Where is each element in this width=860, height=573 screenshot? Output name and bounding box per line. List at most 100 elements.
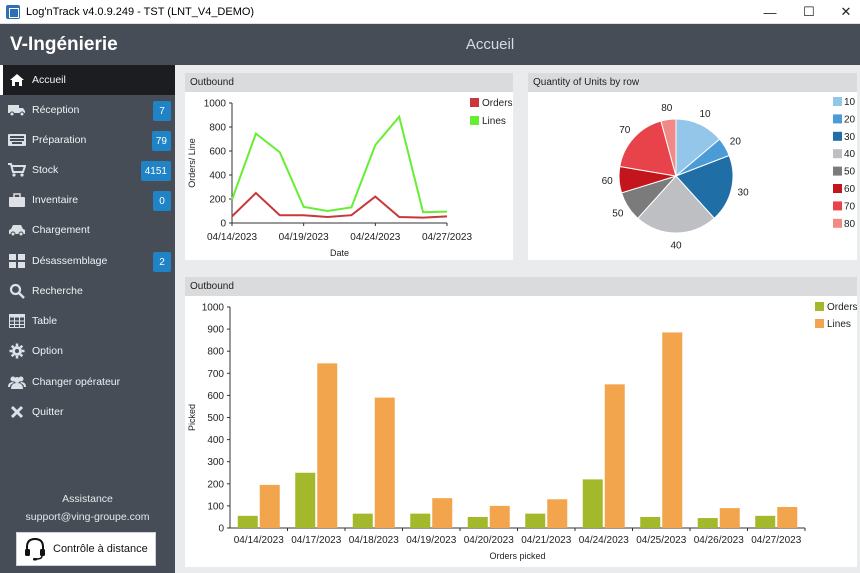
sidebar-item-preparation[interactable]: Préparation 79 — [0, 125, 175, 155]
window-titlebar: Log'nTrack v4.0.9.249 - TST (LNT_V4_DEMO… — [0, 0, 860, 24]
count-badge: 0 — [153, 191, 171, 211]
series-line-orders — [231, 191, 448, 219]
legend-swatch — [833, 184, 842, 193]
pie-label: 10 — [699, 109, 711, 120]
legend-swatch — [833, 114, 842, 124]
sidebar-item-label: Chargement — [32, 224, 90, 236]
x-tick-label: 04/19/2023 — [279, 232, 329, 243]
cart-icon — [8, 162, 26, 178]
gear-icon — [8, 343, 26, 359]
bar-chart: 0 100 200 300 400 500 600 700 800 900 1000 04/14/20… — [187, 302, 858, 561]
y-tick-label: 900 — [207, 325, 224, 336]
legend-label: Orders — [482, 98, 513, 109]
sidebar-item-label: Changer opérateur — [32, 376, 121, 388]
legend-swatch — [833, 97, 842, 106]
pie-chart-panel: Quantity of Units by row 10 10 20 20 30 30 40 4… — [528, 73, 857, 260]
bar-orders — [582, 479, 603, 528]
sidebar-item-option[interactable]: Option — [0, 336, 175, 366]
legend-swatch — [815, 319, 824, 328]
panel-title: Outbound — [185, 277, 857, 296]
pie-label: 50 — [612, 209, 624, 220]
legend-label: 10 — [844, 97, 856, 108]
count-badge: 2 — [153, 252, 171, 272]
x-tick-label: 04/27/2023 — [422, 232, 472, 243]
sidebar-item-inventaire[interactable]: Inventaire 0 — [0, 185, 175, 215]
home-icon — [8, 72, 26, 88]
count-badge: 79 — [151, 131, 171, 151]
legend-swatch — [833, 201, 842, 211]
sidebar-item-label: Inventaire — [32, 194, 79, 206]
legend-swatch — [833, 166, 842, 176]
users-icon — [8, 374, 26, 390]
y-tick-label: 100 — [207, 501, 224, 512]
sidebar-item-label: Désassemblage — [32, 255, 108, 267]
car-icon — [8, 222, 26, 238]
pie-label: 70 — [619, 125, 631, 136]
assistance-title: Assistance — [62, 493, 113, 505]
bar-lines — [604, 384, 625, 528]
sidebar-item-changer-operateur[interactable]: Changer opérateur — [0, 367, 175, 397]
remote-control-button[interactable]: Contrôle à distance — [16, 532, 156, 566]
bar-orders — [755, 515, 776, 528]
legend-swatch — [833, 131, 842, 141]
legend-label: 80 — [844, 219, 856, 230]
pie-label: 80 — [661, 103, 673, 114]
maximize-button[interactable]: ☐ — [803, 4, 815, 19]
sidebar-item-desassemblage[interactable]: Désassemblage 2 — [0, 246, 175, 276]
sidebar-item-label: Recherche — [32, 285, 83, 297]
close-icon — [8, 404, 26, 420]
sidebar-item-accueil[interactable]: Accueil — [0, 65, 175, 95]
sidebar-item-stock[interactable]: Stock 4151 — [0, 155, 175, 185]
sidebar-item-quitter[interactable]: Quitter — [0, 397, 175, 427]
y-tick-label: 500 — [207, 413, 224, 424]
y-tick-label: 1000 — [202, 303, 225, 314]
x-tick-label: 04/17/2023 — [291, 535, 341, 546]
pie-label: 30 — [738, 187, 750, 198]
bar-orders — [467, 516, 488, 528]
bar-lines — [374, 397, 395, 528]
pie-slice-40 — [637, 175, 715, 234]
pie-label: 40 — [670, 241, 682, 252]
y-axis-label: Picked — [187, 404, 197, 431]
x-axis-label: Date — [330, 248, 349, 258]
sidebar-item-label: Table — [32, 315, 58, 327]
legend-swatch — [470, 116, 479, 125]
legend-swatch — [833, 218, 842, 228]
sidebar-item-recherche[interactable]: Recherche — [0, 276, 175, 306]
close-window-button[interactable]: ✕ — [840, 4, 852, 19]
bar-lines — [547, 499, 568, 528]
sidebar-item-reception[interactable]: Réception 7 — [0, 95, 175, 125]
assistance-email[interactable]: support@ving-groupe.com — [25, 511, 150, 523]
sidebar-item-table[interactable]: Table — [0, 306, 175, 336]
x-tick-label: 04/21/2023 — [521, 535, 571, 546]
bar-orders — [697, 518, 718, 528]
pie-slice-30 — [675, 154, 734, 219]
sidebar-item-chargement[interactable]: Chargement — [0, 215, 175, 245]
table-icon — [8, 313, 26, 329]
pie-label: 60 — [602, 176, 614, 187]
sidebar-item-label: Préparation — [32, 134, 87, 146]
window-title: Log'nTrack v4.0.9.249 - TST (LNT_V4_DEMO… — [26, 5, 255, 18]
x-tick-label: 04/18/2023 — [349, 535, 399, 546]
legend-label: 40 — [844, 149, 856, 160]
y-tick-label: 300 — [207, 457, 224, 468]
y-tick-label: 800 — [209, 123, 226, 134]
app-header: V-Ingénierie Accueil — [0, 24, 860, 65]
line-chart: 0 200 400 600 800 1000 04/14/2023 04/19/2023 04/… — [187, 98, 513, 258]
y-tick-label: 200 — [207, 479, 224, 490]
legend-label: 30 — [844, 132, 856, 143]
bar-lines — [317, 363, 338, 528]
page-title: Accueil — [465, 36, 515, 53]
minimize-button[interactable]: — — [763, 4, 777, 20]
sidebar-item-label: Option — [32, 345, 63, 357]
y-tick-label: 600 — [207, 391, 224, 402]
bar-lines — [662, 332, 683, 528]
bar-orders — [410, 513, 431, 528]
y-tick-label: 700 — [207, 369, 224, 380]
legend-label: Lines — [482, 116, 506, 127]
bar-lines — [432, 498, 453, 528]
x-tick-label: 04/14/2023 — [207, 232, 257, 243]
bar-chart-panel: Outbound 0 100 200 300 400 500 600 700 800 900 100… — [185, 277, 858, 567]
x-tick-label: 04/14/2023 — [234, 535, 284, 546]
y-tick-label: 600 — [209, 147, 226, 158]
